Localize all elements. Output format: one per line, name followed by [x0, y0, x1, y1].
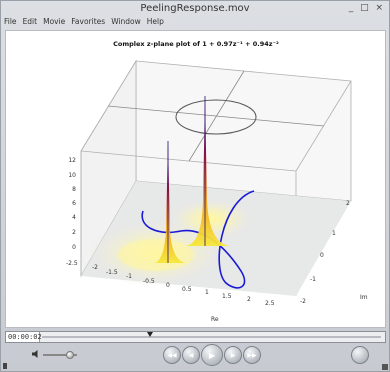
step-back-button[interactable]: ◀	[182, 346, 200, 364]
playhead-handle[interactable]	[147, 332, 154, 337]
info-button[interactable]	[351, 346, 369, 364]
re-tick: -1	[126, 273, 132, 280]
menu-edit[interactable]: Edit	[22, 17, 38, 26]
movie-frame[interactable]: Complex z-plane plot of 1 + 0.97z⁻¹ + 0.…	[5, 30, 386, 328]
fast-forward-button[interactable]: ▶▶	[243, 346, 261, 364]
im-axis: -2 -1 0 1 2 Im	[300, 200, 368, 305]
speaker-icon[interactable]	[31, 349, 41, 359]
step-back-icon: ◀	[188, 351, 194, 359]
re-axis-label: Re	[211, 316, 219, 323]
im-tick: 1	[332, 230, 336, 237]
plot-title: Complex z-plane plot of 1 + 0.97z⁻¹ + 0.…	[113, 40, 279, 48]
menu-favorites[interactable]: Favorites	[71, 17, 106, 26]
re-tick: 1	[205, 289, 209, 296]
im-tick: 2	[346, 200, 350, 207]
rewind-icon: ◀◀	[167, 351, 177, 359]
im-tick: -1	[310, 276, 316, 283]
menu-help[interactable]: Help	[146, 17, 164, 26]
play-button[interactable]: ▶	[201, 344, 223, 366]
z-tick: 8	[72, 186, 76, 193]
im-tick: -2	[300, 298, 306, 305]
z-tick: 6	[72, 200, 76, 207]
unit-circle-top	[175, 99, 257, 135]
z-tick: 10	[68, 172, 76, 179]
re-axis: -2.5 -2 -1.5 -1 -0.5 0 0.5 1 1.5 2 2.5 R…	[66, 260, 275, 323]
menu-movie[interactable]: Movie	[43, 17, 66, 26]
resize-handle[interactable]	[382, 364, 388, 370]
rewind-button[interactable]: ◀◀	[163, 346, 181, 364]
scrubber-track[interactable]	[42, 332, 381, 338]
re-tick: -2	[92, 264, 98, 271]
im-axis-label: Im	[360, 294, 368, 301]
fast-forward-icon: ▶▶	[247, 351, 257, 359]
volume-knob[interactable]	[65, 351, 74, 359]
menu-window[interactable]: Window	[111, 17, 141, 26]
play-icon: ▶	[208, 350, 216, 360]
re-tick: 0.5	[182, 286, 192, 293]
title-bar[interactable]: PeelingResponse.mov _ □ ×	[1, 1, 389, 17]
timeline-bar: 00:00:02	[5, 331, 386, 343]
step-forward-icon: ▶	[230, 351, 236, 359]
im-tick: 0	[320, 252, 324, 259]
z-axis: 0 2 4 6 8 10 12	[68, 157, 76, 251]
step-forward-button[interactable]: ▶	[224, 346, 242, 364]
re-tick: -0.5	[143, 278, 155, 285]
menu-bar: File Edit Movie Favorites Window Help	[4, 17, 164, 29]
re-tick: 0	[166, 282, 170, 289]
re-tick: -2.5	[66, 260, 78, 267]
z-tick: 12	[68, 157, 76, 164]
volume-slider[interactable]	[43, 351, 77, 359]
surface-plot: Complex z-plane plot of 1 + 0.97z⁻¹ + 0.…	[66, 40, 368, 323]
time-readout: 00:00:02	[6, 332, 42, 342]
window-controls[interactable]: _ □ ×	[348, 3, 385, 13]
z-tick: 0	[72, 244, 76, 251]
window-corner-left	[3, 363, 7, 369]
re-tick: -1.5	[106, 269, 118, 276]
re-tick: 2.5	[265, 300, 275, 307]
transport-controls: ◀◀ ◀ ▶ ▶ ▶▶	[5, 344, 386, 368]
axes-box	[80, 59, 352, 296]
menu-file[interactable]: File	[4, 17, 17, 26]
pole-peaks	[154, 96, 230, 263]
window-title: PeelingResponse.mov	[140, 3, 250, 14]
z-tick: 4	[72, 214, 76, 221]
z-tick: 2	[72, 229, 76, 236]
re-tick: 2	[247, 296, 251, 303]
re-tick: 1.5	[222, 293, 232, 300]
